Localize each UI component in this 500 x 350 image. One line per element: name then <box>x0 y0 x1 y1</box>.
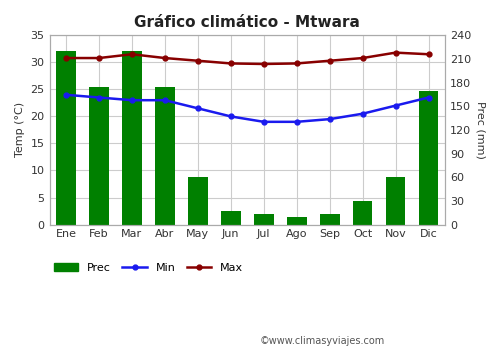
Bar <box>320 214 340 225</box>
Bar <box>287 217 306 225</box>
Y-axis label: Temp (°C): Temp (°C) <box>15 102 25 158</box>
Bar <box>352 201 372 225</box>
Bar <box>418 91 438 225</box>
Bar <box>122 51 142 225</box>
Y-axis label: Prec (mm): Prec (mm) <box>475 101 485 159</box>
Bar <box>254 214 274 225</box>
Bar <box>89 86 109 225</box>
Text: ©www.climasyviajes.com: ©www.climasyviajes.com <box>260 336 385 346</box>
Legend: Prec, Min, Max: Prec, Min, Max <box>50 259 248 278</box>
Title: Gráfico climático - Mtwara: Gráfico climático - Mtwara <box>134 15 360 30</box>
Bar <box>56 51 76 225</box>
Bar <box>188 177 208 225</box>
Bar <box>386 177 406 225</box>
Bar <box>221 211 240 225</box>
Bar <box>155 86 175 225</box>
